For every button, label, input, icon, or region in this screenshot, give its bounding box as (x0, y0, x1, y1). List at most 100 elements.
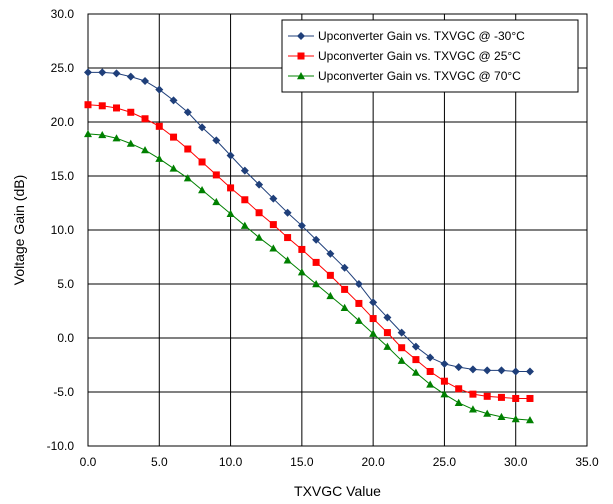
x-tick-label: 0.0 (80, 455, 97, 469)
data-point (184, 145, 192, 153)
data-point (155, 154, 164, 162)
y-tick-label: 20.0 (51, 115, 75, 129)
data-point (340, 263, 349, 272)
y-tick-label: -5.0 (53, 385, 74, 399)
data-point (383, 329, 391, 337)
y-tick-label: 15.0 (51, 169, 75, 183)
data-point (169, 164, 178, 172)
data-point (426, 353, 435, 362)
data-point (226, 151, 235, 160)
data-point (269, 194, 278, 203)
data-point (354, 280, 363, 288)
legend-item: Upconverter Gain vs. TXVGC @ -30°C (288, 29, 525, 43)
data-point (397, 328, 406, 337)
data-point (426, 380, 435, 388)
x-tick-label: 30.0 (504, 455, 528, 469)
data-point (169, 96, 178, 105)
data-point (127, 108, 135, 116)
legend-marker (297, 32, 305, 40)
data-point (312, 258, 320, 266)
x-tick-label: 15.0 (290, 455, 314, 469)
data-point (269, 244, 278, 252)
data-point (255, 180, 264, 189)
y-tick-label: 5.0 (57, 277, 74, 291)
data-point (312, 235, 321, 244)
data-point (241, 196, 249, 204)
data-point (354, 316, 363, 324)
data-point (398, 344, 406, 352)
data-point (298, 245, 306, 253)
series-line (88, 71, 530, 372)
data-point (497, 393, 505, 401)
data-point (212, 171, 220, 179)
data-point (141, 115, 149, 123)
legend-item: Upconverter Gain vs. TXVGC @ 25°C (288, 49, 521, 63)
data-point (283, 208, 292, 217)
data-point (412, 356, 420, 364)
data-point (525, 367, 534, 376)
data-point (126, 72, 135, 81)
data-point (284, 234, 292, 242)
legend-item: Upconverter Gain vs. TXVGC @ 70°C (288, 69, 521, 83)
y-axis-ticks: -10.0 -5.0 0.0 5.0 10.0 15.0 20.0 25.0 30.0 (47, 7, 75, 453)
x-tick-label: 20.0 (361, 455, 385, 469)
legend-box (281, 19, 579, 93)
data-point (113, 104, 121, 112)
data-point (468, 405, 477, 413)
data-point (240, 221, 249, 229)
data-point (512, 394, 520, 402)
y-tick-label: -10.0 (47, 439, 75, 453)
data-point (170, 133, 178, 141)
series-3 (84, 129, 534, 424)
data-point (98, 102, 106, 110)
data-point (355, 299, 363, 307)
series-2 (84, 101, 534, 402)
data-point (198, 123, 207, 132)
legend: Upconverter Gain vs. TXVGC @ -30°C Upconv… (281, 19, 579, 93)
data-point (468, 365, 477, 374)
data-point (440, 359, 449, 368)
series-1 (84, 68, 534, 376)
data-point (369, 298, 378, 307)
x-tick-label: 35.0 (575, 455, 599, 469)
data-point (183, 108, 192, 117)
data-point (155, 85, 164, 94)
data-point (397, 356, 406, 364)
data-point (411, 342, 420, 351)
data-point (84, 101, 92, 109)
data-point (198, 158, 206, 166)
data-point (326, 291, 335, 300)
y-tick-label: 10.0 (51, 223, 75, 237)
data-point (511, 367, 520, 376)
x-tick-label: 10.0 (219, 455, 243, 469)
data-point (440, 390, 449, 398)
data-point (269, 221, 277, 229)
data-point (255, 233, 264, 241)
series-line (87, 133, 531, 421)
data-point (469, 390, 477, 398)
y-tick-label: 0.0 (57, 331, 74, 345)
data-point (454, 398, 463, 406)
data-point (112, 69, 121, 78)
data-point (340, 303, 349, 311)
x-tick-label: 25.0 (433, 455, 457, 469)
data-point (98, 130, 107, 139)
data-point (326, 271, 334, 279)
plot-area (87, 13, 588, 447)
data-point (525, 416, 534, 424)
data-point (369, 329, 378, 337)
data-point (155, 122, 163, 130)
y-axis-title: Voltage Gain (dB) (11, 175, 27, 286)
data-point (312, 280, 321, 288)
data-point (227, 184, 235, 192)
data-point (283, 256, 292, 264)
data-point (497, 412, 506, 421)
legend-label: Upconverter Gain vs. TXVGC @ -30°C (318, 29, 525, 43)
data-point (483, 409, 492, 417)
data-point (183, 174, 192, 182)
data-point (511, 415, 520, 423)
series-layer (84, 68, 534, 424)
legend-marker (297, 72, 305, 80)
data-point (84, 129, 92, 138)
